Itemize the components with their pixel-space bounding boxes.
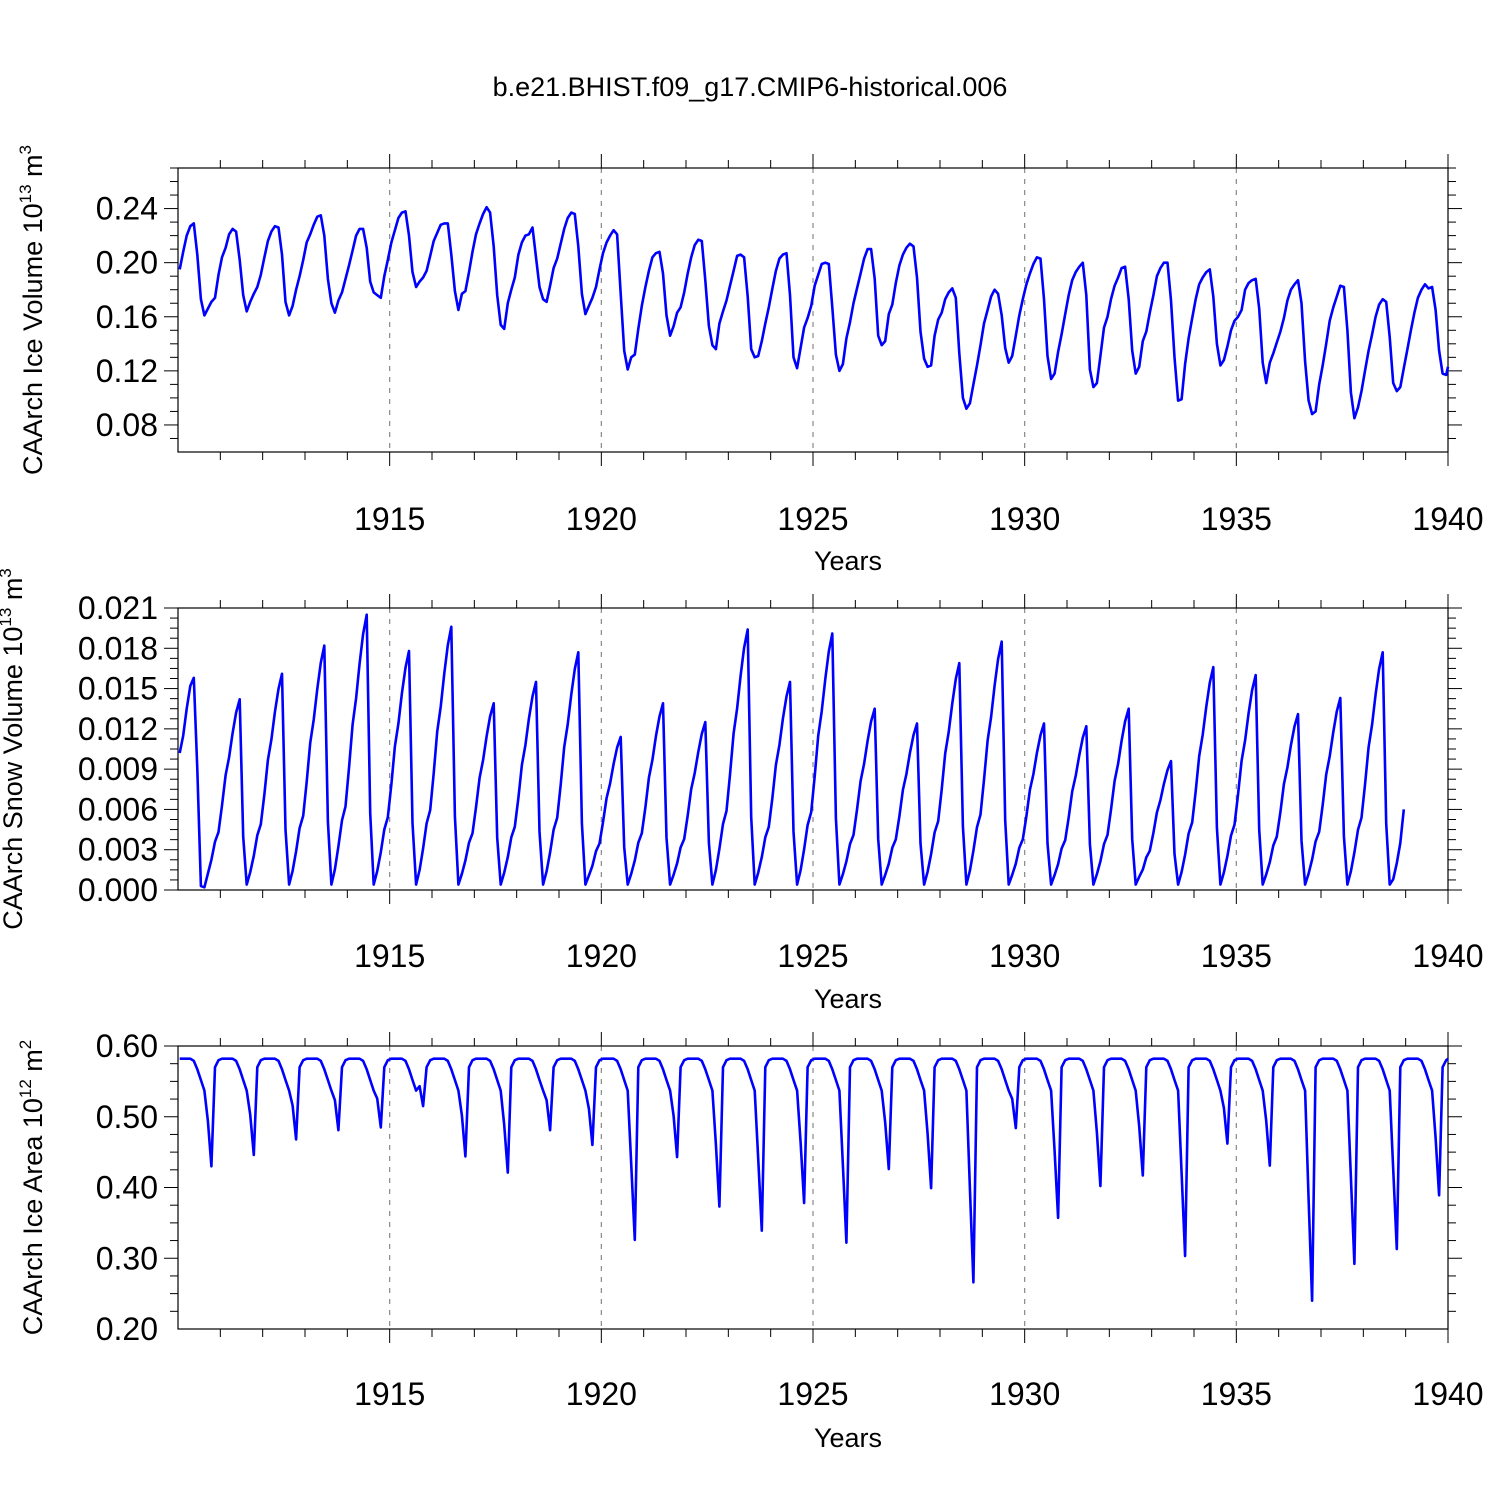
y-tick-label: 0.12 (96, 353, 158, 389)
panel-ice-volume: 0.08 0.12 0.16 0.20 0.24 1915 1920 1925 1930 1935… (16, 145, 1484, 576)
panel-ice-area: 0.20 0.30 0.40 0.50 0.60 1915 1920 1925 1930 1935… (16, 1028, 1484, 1453)
x-tick-label: 1940 (1412, 938, 1483, 974)
x-tick-label: 1920 (566, 501, 637, 537)
y-axis-title: CAArch Ice Volume 1013 m3 (16, 145, 48, 475)
panel-snow-volume: 0.000 0.003 0.006 0.009 0.012 0.015 0.018 0.021… (0, 568, 1484, 1014)
y-tick-label: 0.000 (78, 872, 158, 908)
series-line-ice-area (179, 1057, 1449, 1302)
x-tick-label: 1920 (566, 1376, 637, 1412)
x-tick-label: 1930 (989, 938, 1060, 974)
x-tick-label: 1935 (1201, 938, 1272, 974)
series-line-ice-volume (178, 205, 1450, 420)
x-tick-label: 1915 (354, 1376, 425, 1412)
x-tick-label: 1940 (1412, 1376, 1483, 1412)
y-tick-label: 0.012 (78, 711, 158, 747)
y-tick-label: 0.60 (96, 1028, 158, 1064)
y-tick-label: 0.20 (96, 1311, 158, 1347)
x-tick-label: 1915 (354, 501, 425, 537)
y-tick-label: 0.20 (96, 245, 158, 281)
x-tick-label: 1940 (1412, 501, 1483, 537)
x-tick-label: 1935 (1201, 501, 1272, 537)
x-tick-label: 1915 (354, 938, 425, 974)
y-tick-label: 0.003 (78, 832, 158, 868)
series-line-snow-volume (178, 613, 1406, 889)
x-tick-label: 1930 (989, 1376, 1060, 1412)
x-tick-label: 1925 (777, 938, 848, 974)
x-axis-title: Years (814, 1423, 882, 1453)
panels: 0.08 0.12 0.16 0.20 0.24 1915 1920 1925 1930 1935… (0, 145, 1484, 1453)
y-tick-label: 0.015 (78, 671, 158, 707)
plot-frame (177, 167, 1449, 453)
y-axis-title: CAArch Snow Volume 1013 m3 (0, 568, 28, 930)
y-tick-label: 0.009 (78, 751, 158, 787)
x-axis-title: Years (814, 984, 882, 1014)
y-axis-title: CAArch Ice Area 1012 m2 (16, 1040, 48, 1336)
x-tick-label: 1925 (777, 501, 848, 537)
x-tick-label: 1930 (989, 501, 1060, 537)
y-tick-label: 0.40 (96, 1170, 158, 1206)
chart-title: b.e21.BHIST.f09_g17.CMIP6-historical.006 (493, 72, 1008, 102)
y-tick-label: 0.018 (78, 630, 158, 666)
y-tick-label: 0.08 (96, 407, 158, 443)
y-tick-label: 0.021 (78, 590, 158, 626)
y-tick-label: 0.50 (96, 1099, 158, 1135)
x-axis-title: Years (814, 546, 882, 576)
y-tick-label: 0.24 (96, 191, 158, 227)
y-tick-label: 0.006 (78, 791, 158, 827)
x-tick-label: 1920 (566, 938, 637, 974)
x-tick-label: 1925 (777, 1376, 848, 1412)
x-tick-label: 1935 (1201, 1376, 1272, 1412)
y-tick-label: 0.30 (96, 1240, 158, 1276)
plot-frame (177, 1045, 1449, 1330)
y-tick-label: 0.16 (96, 299, 158, 335)
